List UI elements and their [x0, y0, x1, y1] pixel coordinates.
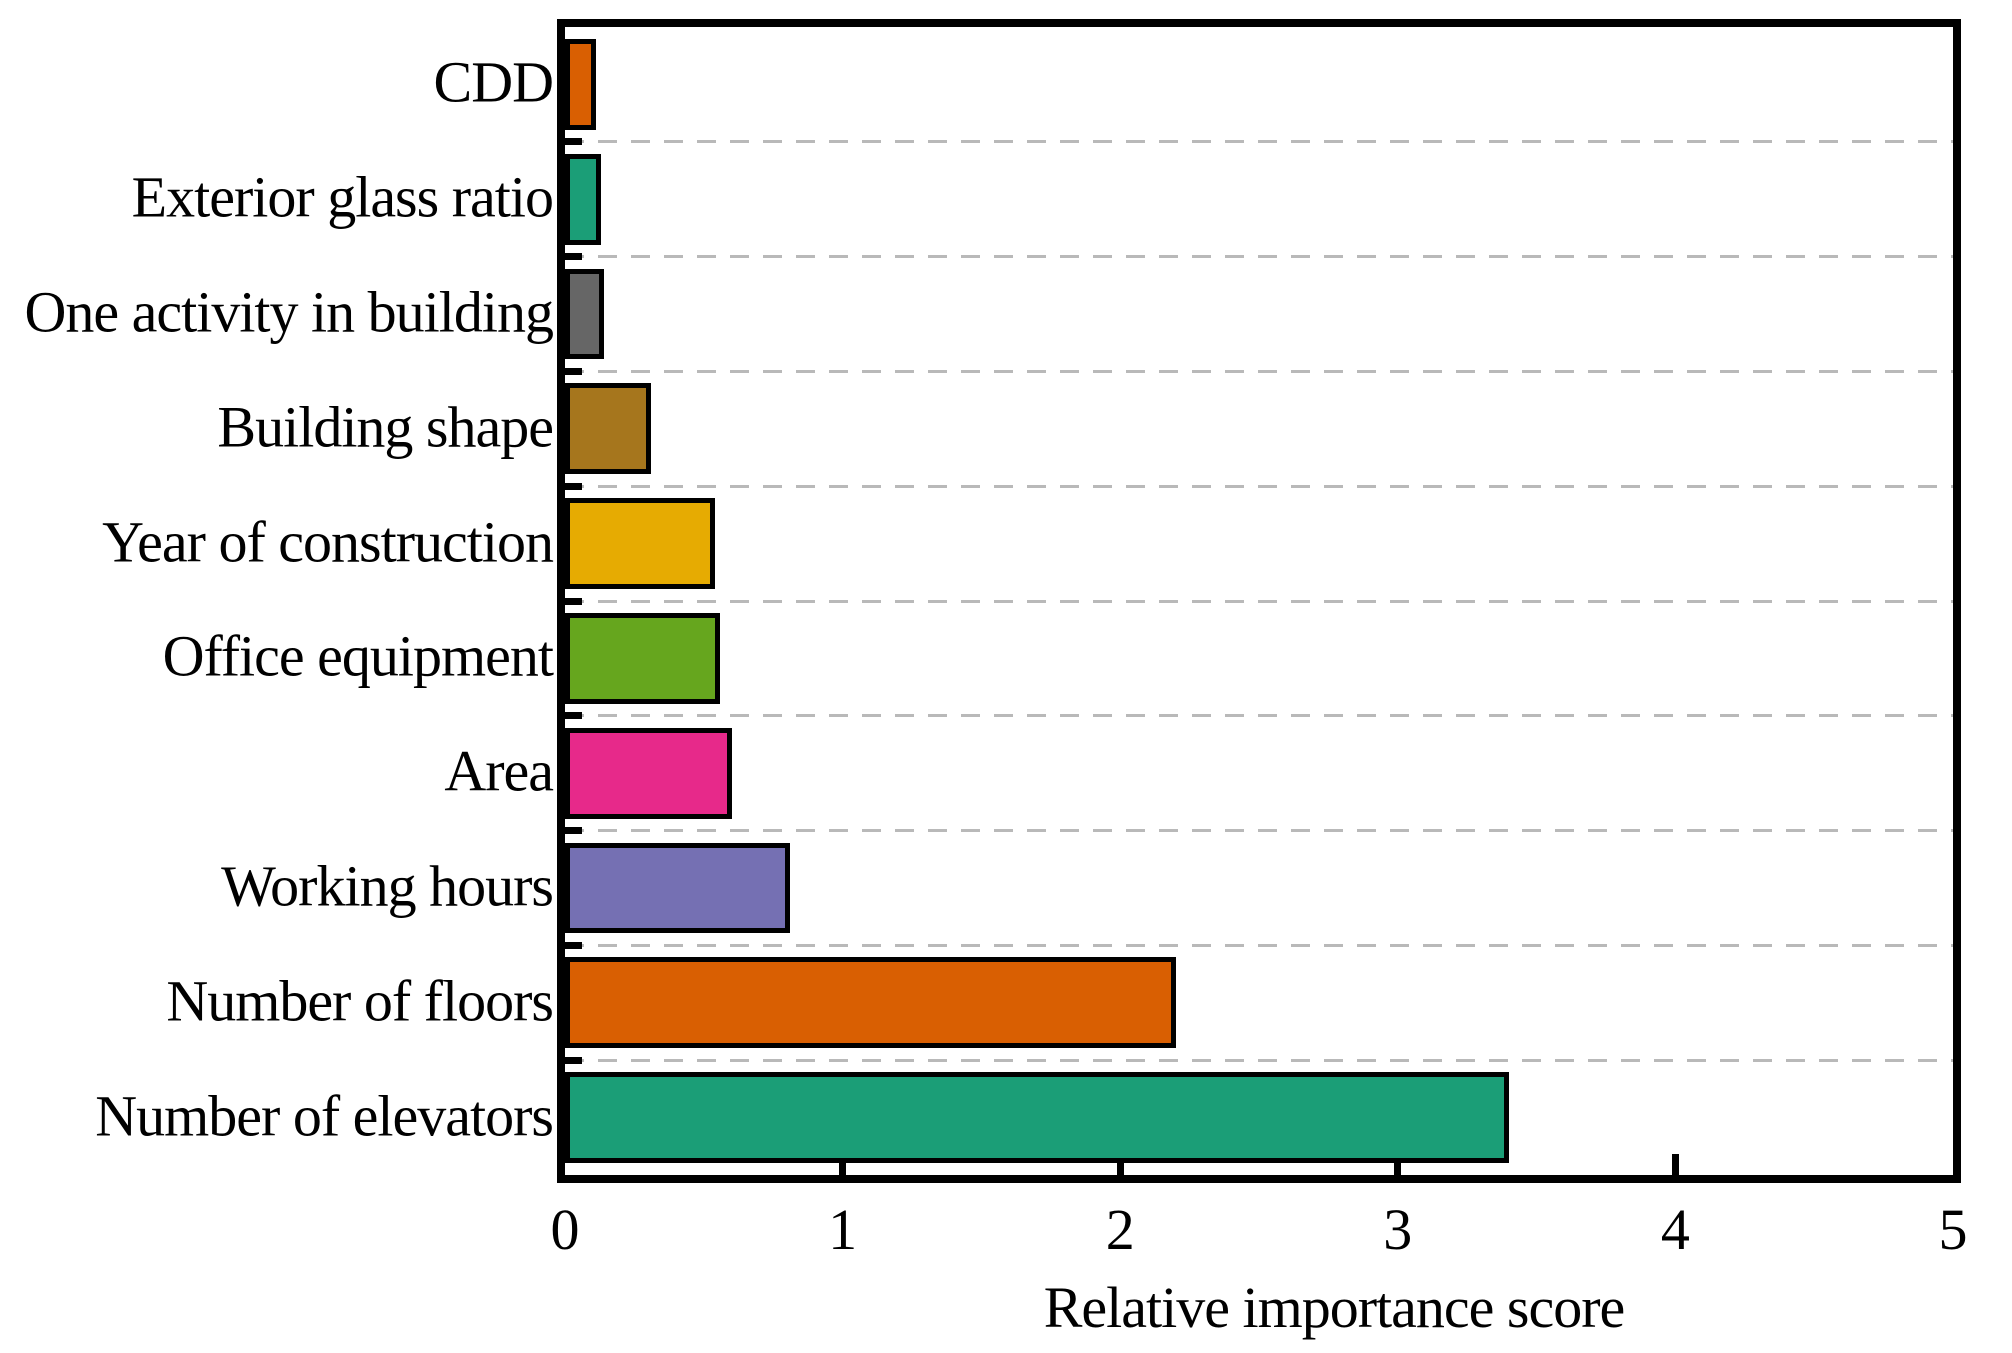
gridline: [565, 714, 1953, 718]
gridline: [565, 369, 1953, 373]
x-axis-tick: [1394, 1154, 1402, 1175]
bar-number-of-elevators: [565, 1072, 1509, 1163]
gridline: [565, 1058, 1953, 1062]
gridline: [565, 829, 1953, 833]
x-axis-tick: [1671, 1154, 1679, 1175]
bar-one-activity-in-building: [565, 268, 604, 360]
y-axis-minor-tick: [565, 482, 582, 490]
x-axis-tick: [839, 1154, 847, 1175]
y-axis-minor-tick: [565, 367, 582, 375]
bar-exterior-glass-ratio: [565, 153, 602, 245]
y-axis-minor-tick: [565, 597, 582, 605]
plot-area: [557, 19, 1961, 1183]
gridline: [565, 484, 1953, 488]
y-axis-label: Office equipment: [162, 623, 554, 689]
gridline: [565, 943, 1953, 947]
x-axis-tick-label: 4: [1660, 1197, 1690, 1262]
bar-year-of-construction: [565, 498, 715, 589]
bar-office-equipment: [565, 613, 721, 704]
y-axis-label: Exterior glass ratio: [131, 164, 554, 230]
x-axis-tick: [1116, 1154, 1124, 1175]
bar-number-of-floors: [565, 957, 1176, 1049]
x-axis-tick-label: 3: [1383, 1197, 1413, 1262]
y-axis-label: CDD: [433, 49, 554, 115]
y-axis-minor-tick: [565, 941, 582, 949]
gridline: [565, 255, 1953, 259]
bar-area: [565, 727, 732, 819]
bar-working-hours: [565, 842, 790, 934]
y-axis-label: Year of construction: [102, 508, 554, 574]
gridline: [565, 599, 1953, 603]
x-axis-tick-label: 5: [1938, 1197, 1968, 1262]
x-axis-tick-label: 0: [550, 1197, 580, 1262]
y-axis-minor-tick: [565, 253, 582, 261]
y-axis-minor-tick: [565, 1056, 582, 1064]
y-axis-minor-tick: [565, 827, 582, 835]
y-axis-label: Working hours: [221, 853, 554, 919]
y-axis-minor-tick: [565, 138, 582, 146]
y-axis-label: Area: [444, 738, 554, 804]
y-axis-minor-tick: [565, 712, 582, 720]
bar-building-shape: [565, 383, 652, 475]
x-axis-tick-label: 1: [828, 1197, 858, 1262]
y-axis-label: Building shape: [217, 394, 554, 460]
bar-cdd: [565, 39, 596, 130]
gridline: [565, 140, 1953, 144]
x-axis-tick-label: 2: [1105, 1197, 1135, 1262]
y-axis-label: One activity in building: [24, 279, 554, 345]
y-axis-label: Number of floors: [166, 968, 554, 1034]
x-axis-title: Relative importance score: [1043, 1275, 1626, 1340]
y-axis-label: Number of elevators: [95, 1082, 554, 1148]
